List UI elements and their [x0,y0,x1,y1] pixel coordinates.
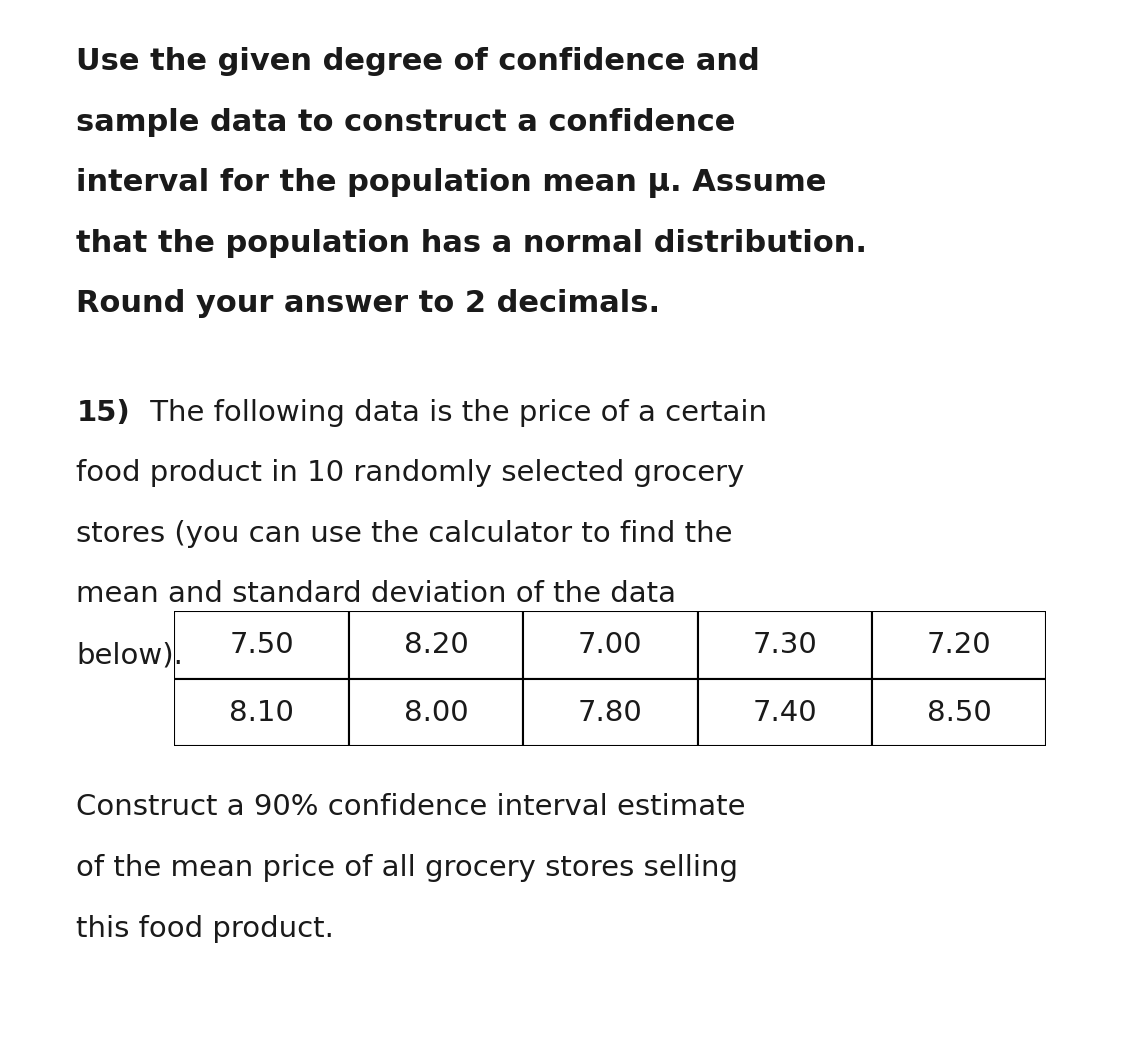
Bar [698,679,872,746]
Text: Construct a 90% confidence interval estimate: Construct a 90% confidence interval esti… [76,793,746,822]
Bar [174,611,349,679]
Text: below).: below). [76,641,183,669]
Bar [349,679,523,746]
Text: food product in 10 randomly selected grocery: food product in 10 randomly selected gro… [76,459,745,488]
Bar [349,611,523,679]
Text: 7.50: 7.50 [229,631,294,659]
Text: that the population has a normal distribution.: that the population has a normal distrib… [76,229,867,258]
Text: this food product.: this food product. [76,915,334,943]
Text: 7.00: 7.00 [578,631,642,659]
Text: 15): 15) [76,399,130,427]
Text: 8.00: 8.00 [404,698,468,727]
Text: 7.80: 7.80 [578,698,642,727]
Text: 8.50: 8.50 [927,698,991,727]
Text: sample data to construct a confidence: sample data to construct a confidence [76,108,736,137]
Text: stores (you can use the calculator to find the: stores (you can use the calculator to fi… [76,520,734,548]
Bar [698,611,872,679]
Text: Use the given degree of confidence and: Use the given degree of confidence and [76,47,761,76]
Bar [523,679,698,746]
Text: 8.20: 8.20 [404,631,468,659]
Text: 7.30: 7.30 [753,631,817,659]
Text: Round your answer to 2 decimals.: Round your answer to 2 decimals. [76,289,660,318]
Bar [872,611,1046,679]
Text: mean and standard deviation of the data: mean and standard deviation of the data [76,580,676,609]
Bar [523,611,698,679]
Text: 7.20: 7.20 [927,631,991,659]
Text: of the mean price of all grocery stores selling: of the mean price of all grocery stores … [76,854,738,882]
Text: interval for the population mean μ. Assume: interval for the population mean μ. Assu… [76,168,827,198]
Bar [174,679,349,746]
Text: 7.40: 7.40 [753,698,817,727]
Bar [872,679,1046,746]
Text: 8.10: 8.10 [229,698,294,727]
Text: The following data is the price of a certain: The following data is the price of a cer… [141,399,766,427]
